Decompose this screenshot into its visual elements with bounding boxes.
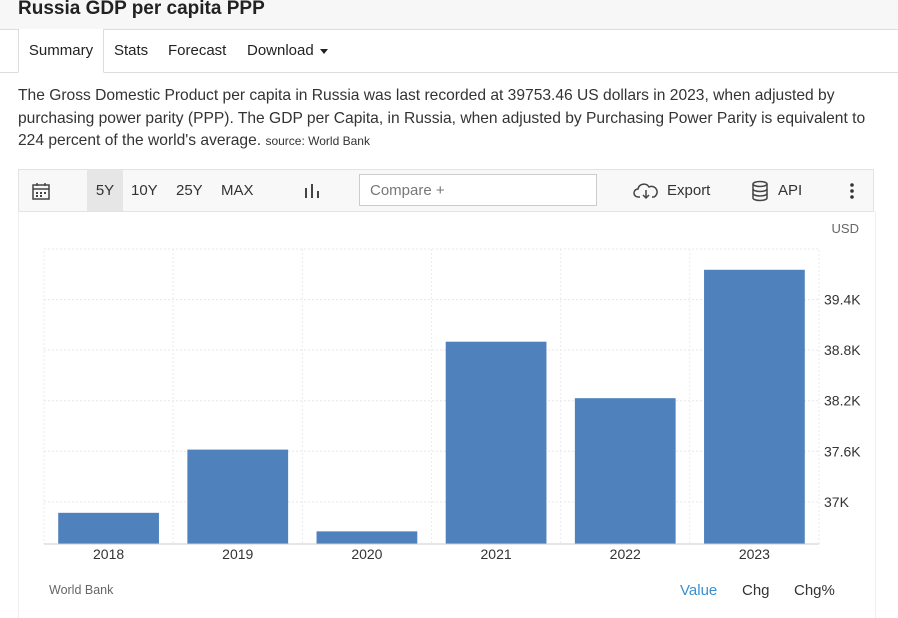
export-button[interactable]: Export	[633, 170, 710, 211]
tab-summary[interactable]: Summary	[18, 29, 104, 73]
tab-summary-label: Summary	[28, 42, 94, 59]
bar	[445, 341, 547, 544]
y-tick-label: 38.8K	[824, 342, 861, 358]
bar	[58, 512, 159, 544]
value-tab[interactable]: Value	[680, 582, 718, 599]
range-max-button[interactable]: MAX	[221, 182, 254, 199]
tab-forecast-label: Forecast	[168, 42, 227, 59]
page-title: Russia GDP per capita PPP	[18, 0, 265, 19]
tab-stats[interactable]: Stats	[114, 29, 148, 72]
api-label: API	[778, 182, 803, 199]
api-button[interactable]: API	[750, 170, 802, 211]
tab-forecast[interactable]: Forecast	[168, 29, 226, 72]
bar-chart-icon	[305, 184, 319, 198]
calendar-icon	[32, 183, 50, 200]
chart-area: USD 37K 37.6K 38.2K 38.8K 39.4K 2018 2019 2020 20…	[18, 211, 876, 618]
tab-bar: Summary Stats Forecast Download	[0, 29, 898, 73]
more-options-button[interactable]	[847, 170, 857, 211]
caret-down-icon	[319, 48, 328, 54]
tab-download[interactable]: Download	[247, 29, 328, 72]
title-bar: Russia GDP per capita PPP	[0, 0, 898, 30]
description-text: The Gross Domestic Product per capita in…	[18, 87, 866, 149]
x-tick-label: 2021	[481, 546, 512, 562]
description-source: source: World Bank	[265, 134, 370, 148]
database-icon	[752, 180, 768, 202]
bar	[574, 398, 676, 544]
chart-toolbar: 5Y 10Y 25Y MAX Export API	[18, 169, 874, 212]
chart-type-button[interactable]	[303, 170, 321, 211]
cloud-download-icon	[633, 183, 658, 200]
y-tick-label: 37K	[824, 494, 850, 510]
change-percent-tab[interactable]: Chg%	[794, 582, 835, 599]
tab-download-label: Download	[247, 42, 314, 59]
vertical-dots-icon	[850, 183, 854, 199]
chart-source: World Bank	[49, 583, 114, 597]
x-tick-label: 2018	[93, 546, 124, 562]
x-tick-label: 2020	[351, 546, 382, 562]
x-tick-label: 2023	[739, 546, 770, 562]
bar	[187, 449, 289, 544]
range-10y-button[interactable]: 10Y	[131, 182, 158, 199]
y-tick-label: 38.2K	[824, 393, 861, 409]
bar	[704, 269, 805, 544]
y-tick-label: 39.4K	[824, 292, 861, 308]
range-25y-button[interactable]: 25Y	[176, 182, 203, 199]
range-5y-button[interactable]: 5Y	[87, 170, 123, 211]
y-tick-label: 37.6K	[824, 443, 861, 459]
x-tick-label: 2019	[222, 546, 253, 562]
compare-input[interactable]	[359, 174, 597, 206]
description: The Gross Domestic Product per capita in…	[18, 85, 878, 153]
x-tick-label: 2022	[610, 546, 641, 562]
y-unit-label: USD	[832, 221, 859, 236]
calendar-button[interactable]	[31, 170, 53, 211]
tab-stats-label: Stats	[114, 42, 149, 59]
export-label: Export	[667, 182, 711, 199]
bar	[316, 531, 418, 544]
bar-chart: USD 37K 37.6K 38.2K 38.8K 39.4K 2018 2019 2020 20…	[43, 221, 861, 562]
change-tab[interactable]: Chg	[742, 582, 770, 599]
